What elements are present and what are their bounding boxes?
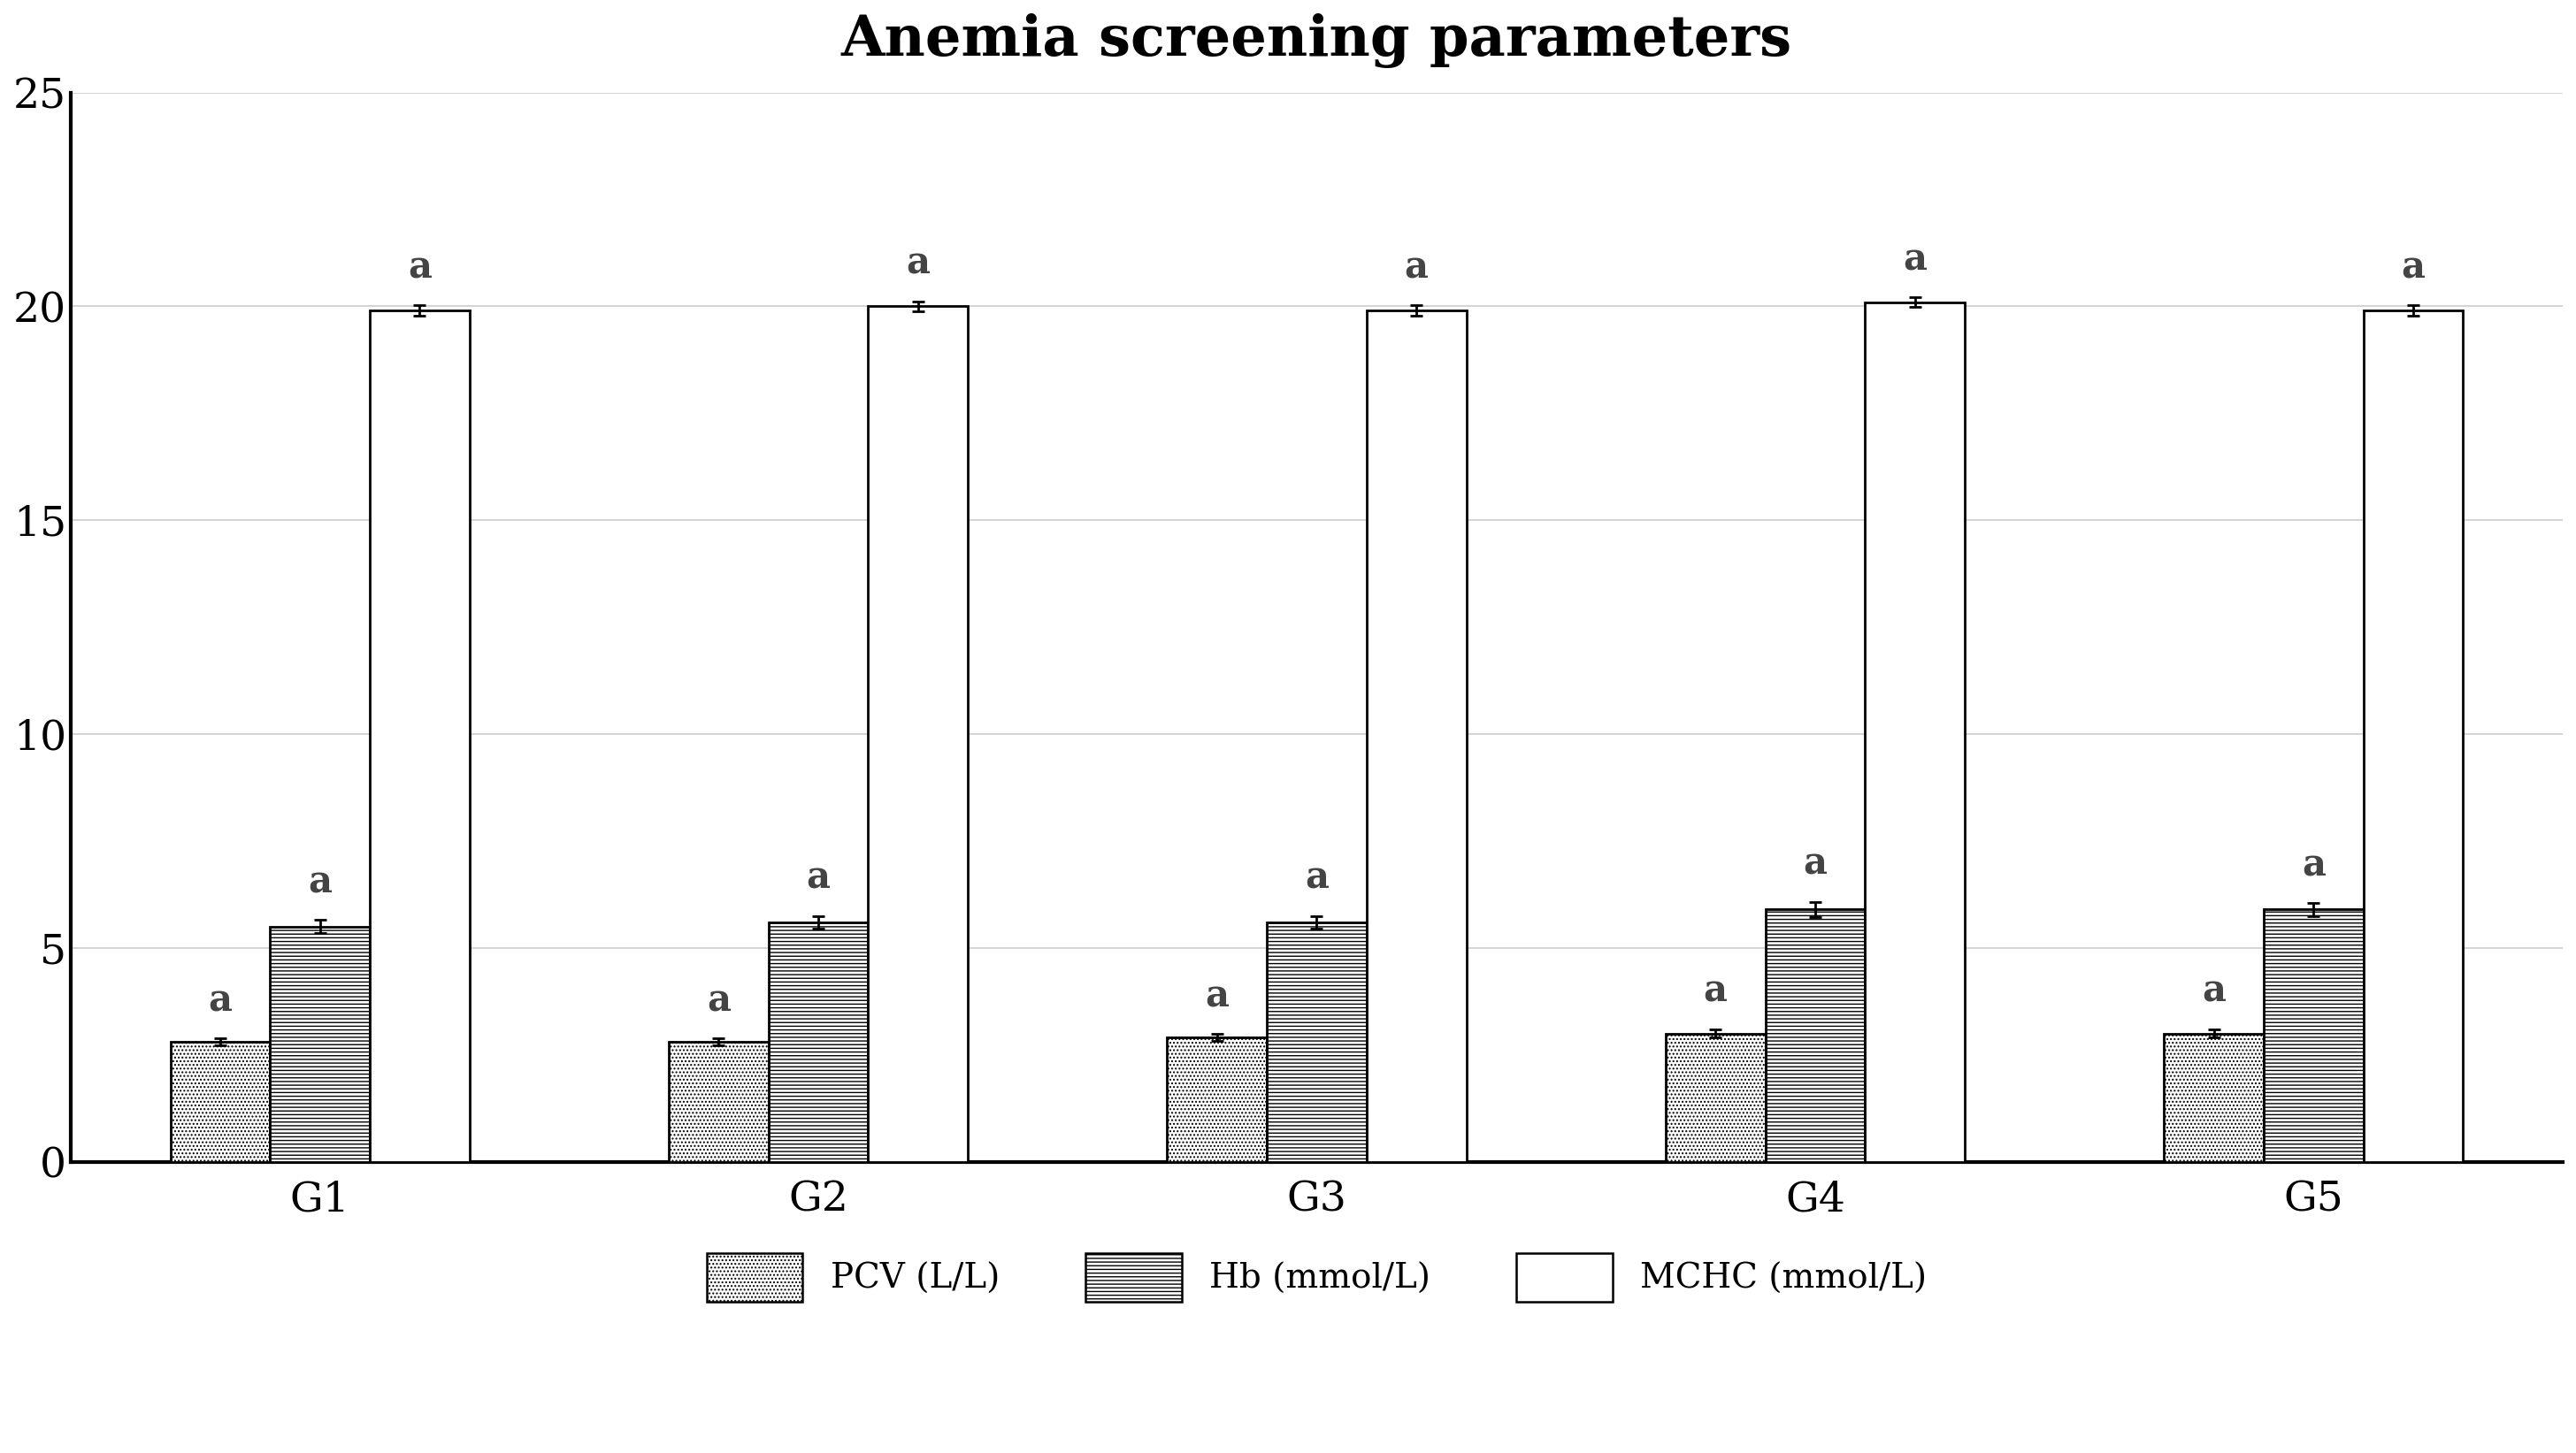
Text: a: a [2202,972,2226,1010]
Bar [868,307,969,1162]
Legend: PCV (L/L), Hb (mmol/L), MCHC (mmol/L): PCV (L/L), Hb (mmol/L), MCHC (mmol/L) [693,1239,1940,1315]
Bar [1667,1033,1765,1162]
Text: a: a [309,863,332,901]
Bar [1368,311,1466,1162]
Text: a: a [1803,846,1826,882]
Text: a: a [407,248,433,286]
Bar [2164,1033,2264,1162]
Bar [1167,1037,1267,1162]
Text: a: a [209,982,232,1019]
Text: a: a [1306,859,1329,897]
Bar [768,923,868,1162]
Title: Anemia screening parameters: Anemia screening parameters [842,13,1793,68]
Text: a: a [1703,972,1728,1010]
Bar [670,1042,768,1162]
Text: a: a [1404,248,1427,286]
Text: a: a [1904,241,1927,278]
Bar [371,311,469,1162]
Bar [270,927,371,1162]
Bar [2362,311,2463,1162]
Text: a: a [706,982,732,1019]
Bar [1865,302,1965,1162]
Text: a: a [2401,248,2424,286]
Bar [1765,910,1865,1162]
Text: a: a [907,246,930,282]
Text: a: a [806,859,829,897]
Text: a: a [1206,978,1229,1016]
Bar [2264,910,2362,1162]
Bar [170,1042,270,1162]
Text: a: a [2300,847,2326,883]
Bar [1267,923,1368,1162]
